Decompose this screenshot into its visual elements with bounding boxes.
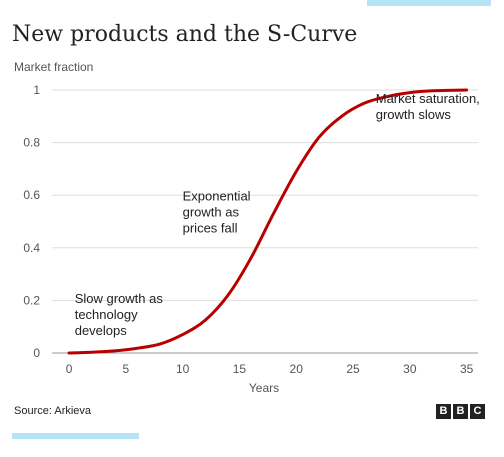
chart-title: New products and the S-Curve (12, 22, 358, 47)
y-tick-label: 1 (33, 83, 40, 97)
x-tick-label: 0 (66, 362, 73, 376)
x-tick-label: 35 (460, 362, 474, 376)
annotation: Slow growth as technology develops (75, 291, 164, 338)
bbc-logo: B B C (436, 404, 485, 419)
series-line (67, 88, 469, 355)
gridlines (52, 89, 478, 354)
y-tick-labels: 0 0.2 0.4 0.6 0.8 1 (23, 83, 40, 360)
x-tick-label: 10 (176, 362, 190, 376)
x-tick-labels: 0 5 10 15 20 25 30 35 (66, 362, 474, 376)
bbc-logo-letter: C (470, 404, 485, 419)
x-axis-label: Years (249, 381, 279, 395)
annotations: Slow growth as technology develops Exponent… (75, 91, 480, 338)
y-tick-label: 0.6 (23, 188, 40, 202)
bbc-logo-letter: B (436, 404, 451, 419)
x-tick-label: 25 (346, 362, 360, 376)
annotation: Exponential growth as prices fall (183, 188, 251, 235)
annotation-line: growth as (183, 204, 240, 219)
s-curve-chart: 0 0.2 0.4 0.6 0.8 1 0 5 10 15 20 25 30 35 Slow growt… (23, 83, 480, 395)
top-accent-bar (367, 0, 491, 6)
y-tick-label: 0.4 (23, 241, 40, 255)
y-tick-label: 0.8 (23, 136, 40, 150)
annotation-line: growth slows (376, 107, 452, 122)
x-tick-label: 5 (122, 362, 129, 376)
annotation: Market saturation, growth slows (376, 91, 480, 122)
x-tick-label: 15 (233, 362, 247, 376)
annotation-line: develops (75, 323, 128, 338)
annotation-line: technology (75, 307, 138, 322)
y-tick-label: 0 (33, 346, 40, 360)
annotation-line: Slow growth as (75, 291, 164, 306)
annotation-line: prices fall (183, 220, 238, 235)
source-note: Source: Arkieva (14, 405, 92, 417)
y-axis-label: Market fraction (14, 60, 94, 74)
y-tick-label: 0.2 (23, 293, 40, 307)
x-tick-label: 30 (403, 362, 417, 376)
bottom-accent-bar (12, 433, 139, 439)
x-tick-label: 20 (290, 362, 304, 376)
annotation-line: Exponential (183, 188, 251, 203)
annotation-line: Market saturation, (376, 91, 480, 106)
bbc-logo-letter: B (453, 404, 468, 419)
